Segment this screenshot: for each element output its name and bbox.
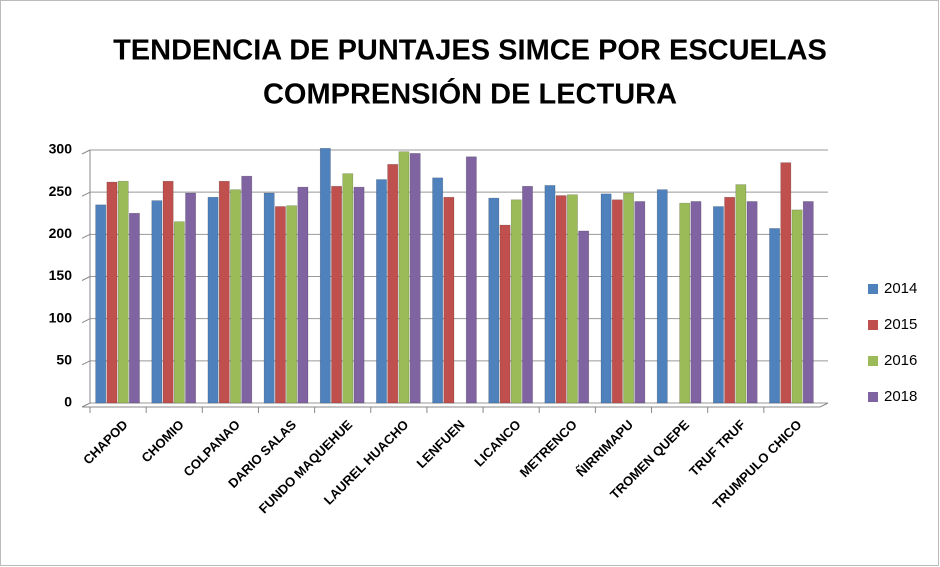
bar [275,206,286,404]
y-tick-label: 100 [49,309,73,325]
legend-swatch [868,356,878,366]
bar [129,212,140,404]
legend-label: 2014 [884,280,917,297]
bar [567,194,578,404]
bar [398,151,410,404]
bar [106,181,118,404]
bar [465,156,477,404]
floor-edge [819,402,829,408]
bar [510,199,522,404]
bar [544,185,556,404]
legend-label: 2016 [884,352,917,369]
bar [780,162,792,404]
bar [117,180,129,404]
chart-title: TENDENCIA DE PUNTAJES SIMCE POR ESCUELAS [113,35,827,67]
bar [791,209,803,404]
bar [207,196,219,404]
bar [263,192,275,404]
bar [724,196,736,404]
grid-line [81,360,91,366]
bar [95,204,107,404]
legend-label: 2015 [884,316,917,333]
grid-line [81,149,91,155]
legend-swatch [868,320,878,330]
y-tick-label: 50 [56,352,72,368]
bar [218,180,230,404]
bar [443,196,455,404]
bar [634,201,646,404]
bar [522,185,533,404]
bar [623,192,634,404]
bar [746,201,758,404]
bar [802,201,814,404]
y-tick-label: 150 [49,267,73,283]
legend-swatch [868,392,878,402]
bar [555,195,567,404]
bar [331,185,342,404]
bar [286,205,298,404]
grid-line [81,276,91,281]
bar [353,186,365,404]
bar [611,199,623,404]
grid-line [81,191,91,197]
bar [376,179,387,404]
bar [230,189,241,404]
bar [241,175,253,404]
bar [488,197,500,404]
bar [297,186,309,404]
bar [342,173,354,404]
bar [151,200,163,404]
bar [679,202,691,404]
bar [735,184,747,404]
bar [387,164,399,404]
grid-line [81,233,91,239]
y-tick-label: 0 [64,394,72,410]
bar [319,148,331,404]
legend-label: 2018 [884,388,917,405]
bar [769,228,780,404]
bar [185,192,196,404]
bar [409,153,421,404]
bar [162,180,174,404]
bar [173,221,185,404]
chart-subtitle: COMPRENSIÓN DE LECTURA [263,77,677,111]
bar [690,201,702,404]
bar [600,193,612,404]
y-tick-label: 200 [49,225,73,241]
grid-line [81,318,91,324]
bar [499,224,511,404]
legend-swatch [868,284,878,294]
y-tick-label: 250 [49,183,73,199]
bar [656,189,668,404]
grid-line [81,402,91,408]
bar [578,230,590,404]
y-tick-label: 300 [49,141,73,157]
bar [432,177,444,404]
bar [713,206,724,404]
